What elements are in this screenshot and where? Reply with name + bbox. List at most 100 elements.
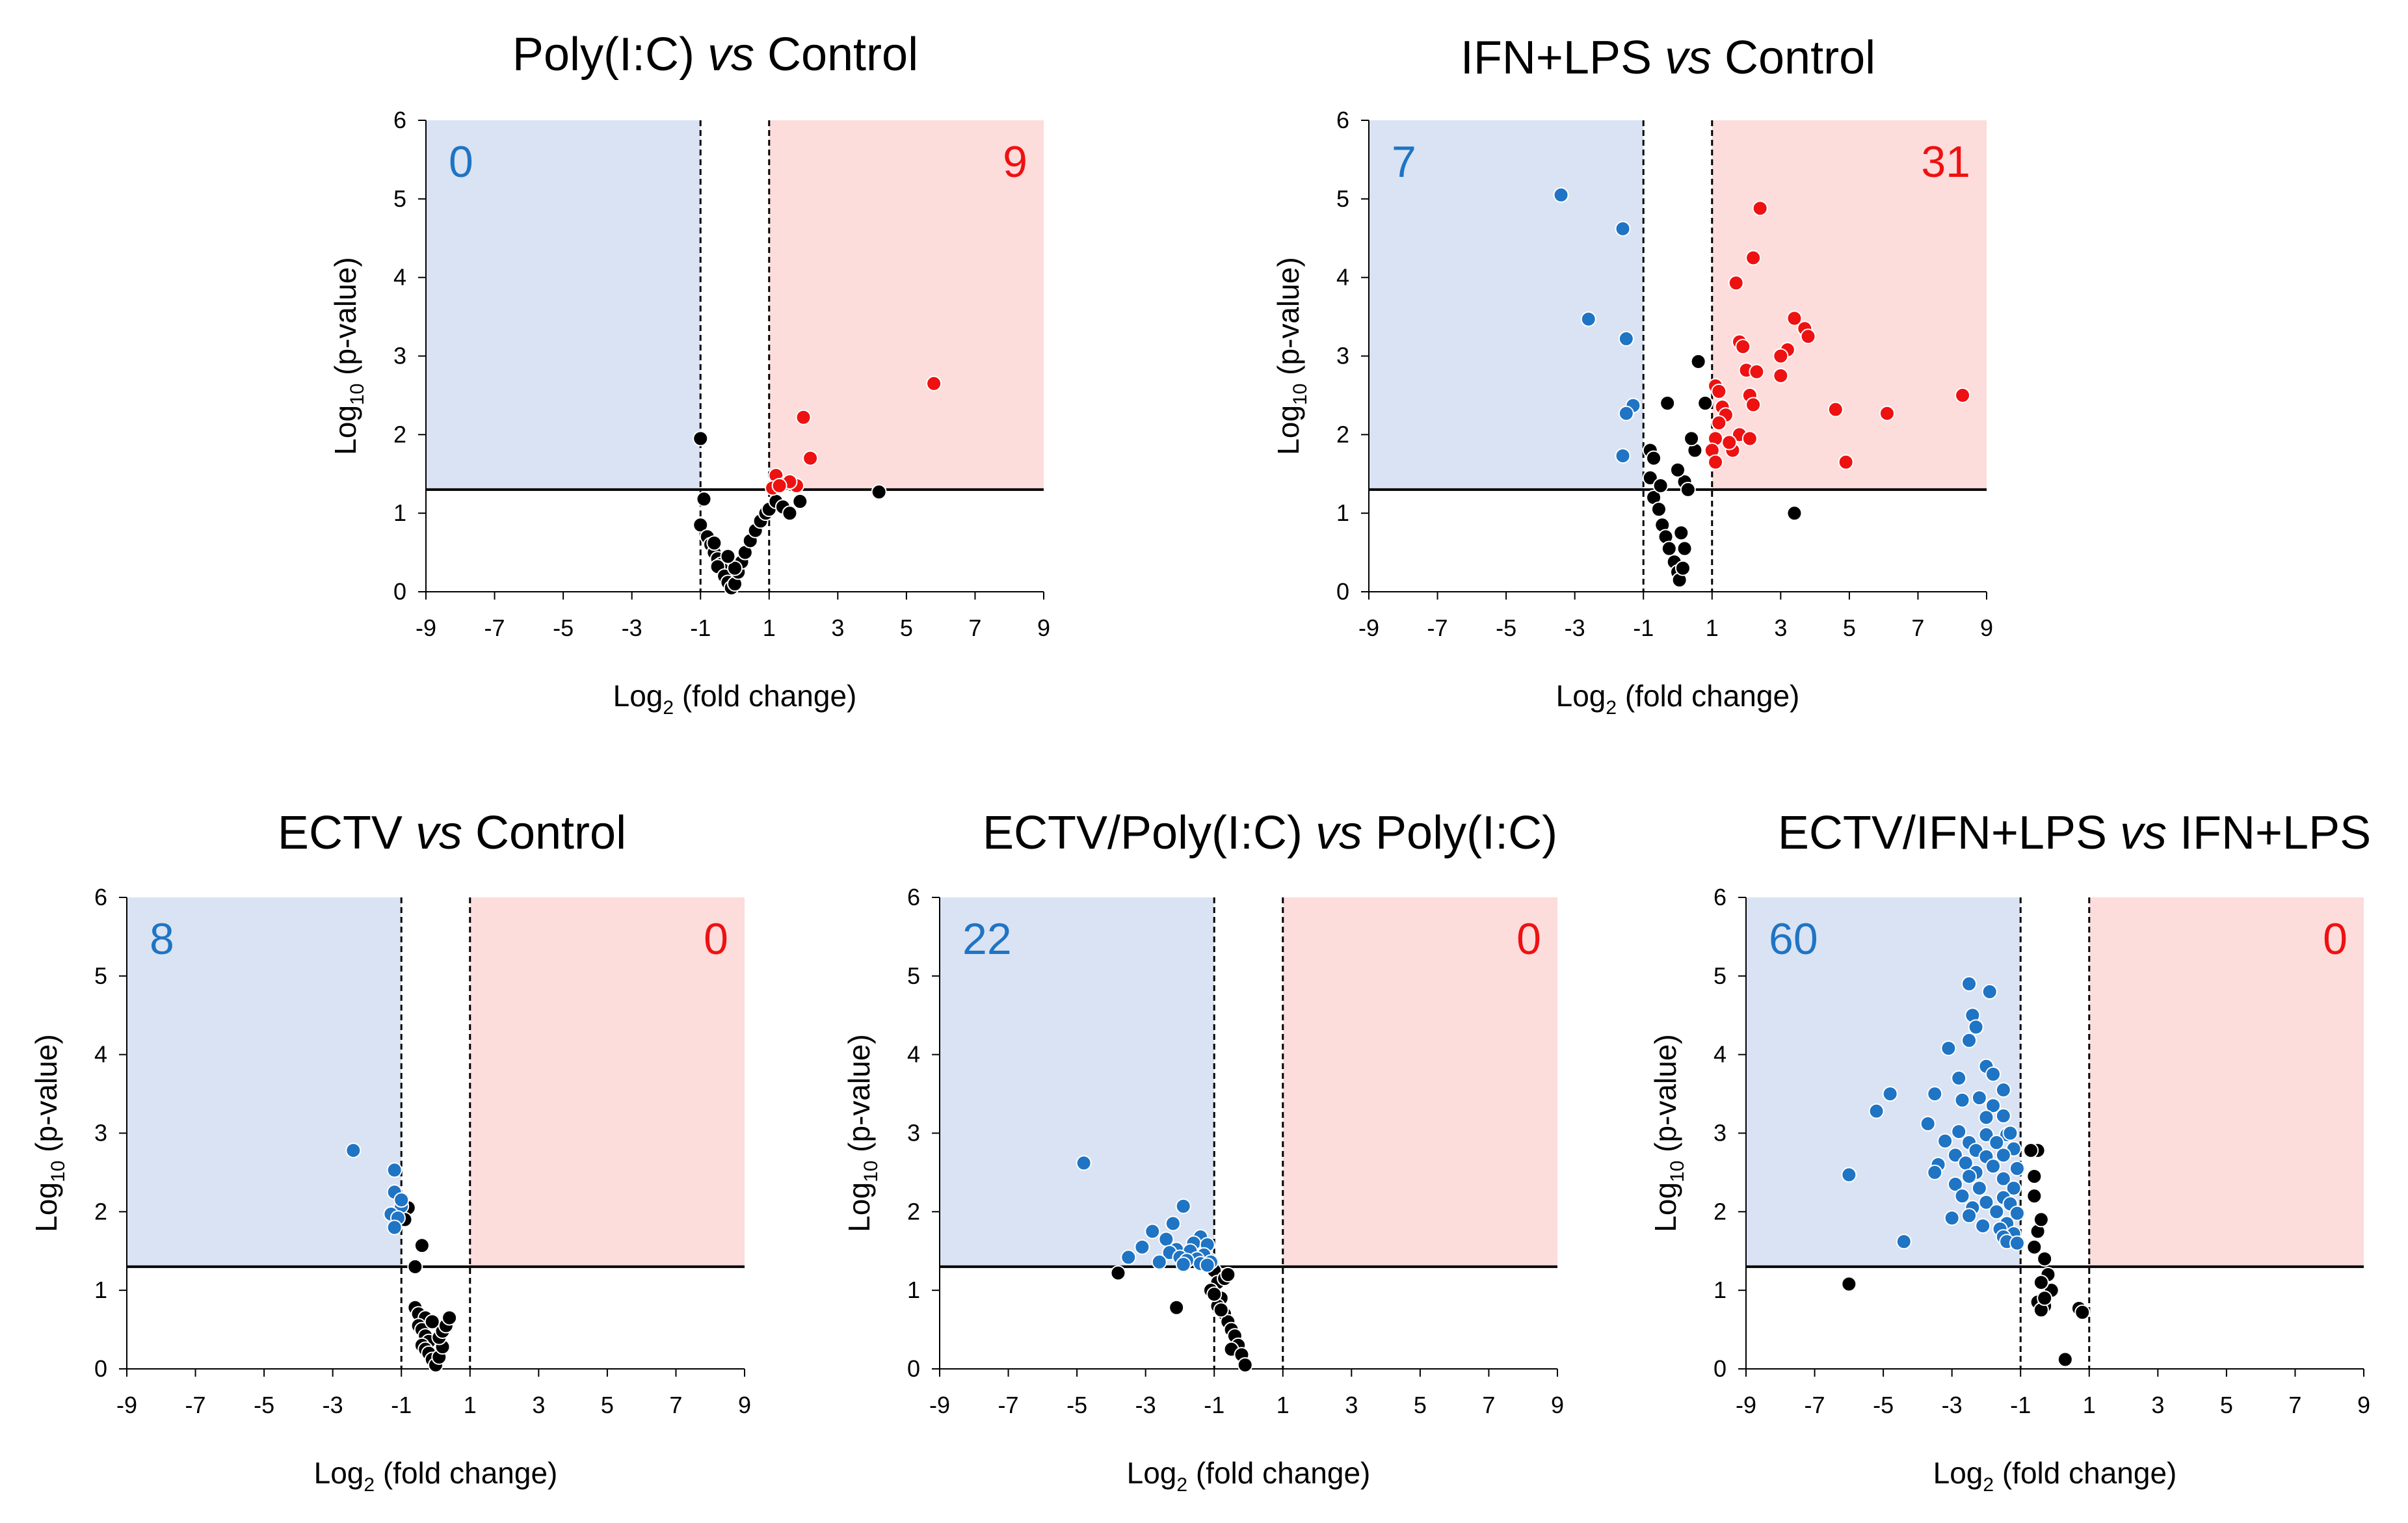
x-tick-label: 3 [532, 1392, 545, 1418]
data-point-not-significant [1676, 540, 1693, 557]
y-tick-label: 0 [1336, 578, 1349, 605]
data-point-down [1615, 220, 1631, 237]
data-point-up [1711, 415, 1727, 431]
data-point-not-significant [1697, 395, 1713, 411]
data-point-down [1896, 1234, 1912, 1250]
data-point-up [1786, 310, 1803, 326]
x-tick-label: 1 [2083, 1392, 2096, 1418]
data-point-down [1553, 187, 1569, 203]
y-axis-label: Log10 (p-value) [842, 1034, 882, 1232]
data-point-down [1995, 1107, 2011, 1124]
x-axis-label: Log2 (fold change) [314, 1456, 558, 1496]
data-point-down [1995, 1147, 2011, 1163]
x-tick-label: -1 [1633, 615, 1654, 641]
chart-title: Poly(I:C) vs Control [512, 29, 918, 81]
y-axis-label: Log10 (p-value) [1271, 257, 1311, 455]
down-count: 8 [150, 914, 174, 964]
data-point-not-significant [2026, 1168, 2043, 1184]
y-tick-label: 0 [94, 1355, 107, 1382]
x-tick-label: 9 [738, 1392, 751, 1418]
data-point-down [386, 1162, 403, 1178]
data-point-not-significant [871, 484, 887, 500]
data-point-up [1745, 250, 1762, 266]
data-point-not-significant [792, 494, 808, 510]
down-count: 60 [1769, 914, 1818, 964]
x-tick-label: 5 [2220, 1392, 2233, 1418]
up-count: 0 [1516, 914, 1541, 964]
data-point-not-significant [706, 535, 722, 551]
x-tick-label: 3 [831, 615, 844, 641]
panel-ifn-lps-vs-control: 0 1 2 3 4 5 6 -9 -7 -5 -3 -1 1 3 5 7 9 Log2 (fold change)… [1271, 32, 1993, 719]
data-point-up [1773, 367, 1789, 384]
data-point-not-significant [1220, 1267, 1236, 1282]
chart-title: ECTV vs Control [278, 807, 626, 859]
x-tick-label: -3 [1942, 1392, 1963, 1418]
chart-title: IFN+LPS vs Control [1461, 32, 1875, 84]
y-tick-label: 3 [907, 1120, 920, 1146]
data-point-down [1954, 1188, 1970, 1204]
down-region [426, 120, 701, 490]
data-point-not-significant [2023, 1143, 2039, 1159]
data-point-down [1961, 1168, 1978, 1184]
data-point-up [1745, 397, 1762, 413]
data-point-down [1968, 1019, 1984, 1035]
data-point-not-significant [720, 548, 736, 564]
x-tick-label: -5 [1873, 1392, 1894, 1418]
data-point-down [1978, 1194, 1994, 1210]
data-point-not-significant [1650, 501, 1667, 518]
y-tick-label: 1 [393, 499, 406, 526]
data-point-not-significant [1661, 540, 1677, 557]
data-point-not-significant [1237, 1357, 1253, 1373]
down-count: 7 [1392, 137, 1416, 187]
data-point-down [1954, 1092, 1970, 1108]
data-point-up [1721, 434, 1738, 451]
y-tick-label: 3 [94, 1120, 107, 1146]
data-point-not-significant [1652, 477, 1669, 494]
down-count: 22 [962, 914, 1012, 964]
data-point-not-significant [1169, 1299, 1185, 1316]
data-point-down [1841, 1167, 1857, 1183]
data-point-up [1735, 339, 1751, 354]
data-point-down [2005, 1180, 2022, 1197]
x-tick-label: 1 [464, 1392, 477, 1418]
x-tick-label: 3 [2151, 1392, 2164, 1418]
data-point-down [393, 1192, 410, 1208]
data-point-not-significant [1680, 481, 1696, 497]
data-point-down [1144, 1223, 1161, 1239]
data-point-up [1838, 454, 1854, 470]
data-point-not-significant [2037, 1290, 2053, 1306]
up-count: 0 [704, 914, 728, 964]
x-tick-label: -9 [116, 1392, 137, 1418]
data-point-down [1940, 1040, 1957, 1056]
x-tick-label: -3 [323, 1392, 343, 1418]
y-tick-label: 2 [393, 421, 406, 447]
x-tick-label: -1 [1204, 1392, 1224, 1418]
data-point-down [1947, 1147, 1963, 1163]
data-point-down [1971, 1090, 1987, 1106]
x-tick-label: -7 [1427, 615, 1448, 641]
y-tick-label: 1 [94, 1277, 107, 1303]
data-point-up [1879, 405, 1895, 421]
down-region [1369, 120, 1644, 490]
data-point-down [1947, 1176, 1963, 1193]
data-point-down [1175, 1256, 1191, 1273]
data-point-down [2002, 1125, 2018, 1141]
x-tick-label: 7 [669, 1392, 682, 1418]
data-point-up [1711, 383, 1727, 399]
y-tick-label: 6 [1336, 107, 1349, 133]
data-point-down [1978, 1109, 1994, 1126]
x-tick-label: 9 [1980, 615, 1993, 641]
x-tick-label: 5 [1843, 615, 1856, 641]
panel-ectv-vs-control: 0 1 2 3 4 5 6 -9 -7 -5 -3 -1 1 3 5 7 9 Log2 (fold change)… [29, 807, 751, 1496]
y-tick-label: 0 [1713, 1355, 1727, 1382]
data-point-not-significant [442, 1310, 458, 1326]
data-point-up [1741, 430, 1758, 447]
x-tick-label: -9 [1736, 1392, 1756, 1418]
data-point-not-significant [2074, 1304, 2091, 1320]
x-tick-label: 9 [1037, 615, 1050, 641]
x-tick-label: 1 [1706, 615, 1719, 641]
data-point-down [1580, 311, 1596, 327]
x-axis-label: Log2 (fold change) [1127, 1456, 1371, 1496]
x-tick-label: 1 [763, 615, 776, 641]
data-point-not-significant [1110, 1265, 1126, 1281]
